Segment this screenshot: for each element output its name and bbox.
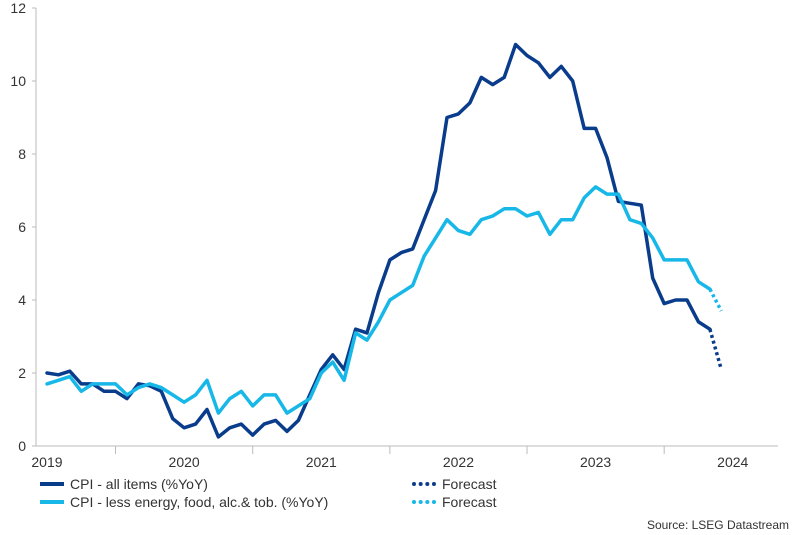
series-line-cpi-all [45, 42, 712, 439]
series-line-cpi-core [45, 185, 712, 415]
legend: CPI - all items (%YoY) Forecast CPI - le… [40, 476, 560, 514]
y-tick-label: 10 [10, 73, 26, 89]
source-note: Source: LSEG Datastream [646, 518, 789, 532]
legend-swatch-cpi-core [40, 500, 64, 504]
y-tick-label: 0 [18, 438, 26, 454]
legend-swatch-forecast-core [412, 500, 436, 504]
y-axis: 0 2 4 6 8 10 12 [10, 0, 37, 454]
x-tick-label: 2021 [306, 454, 337, 470]
legend-item-cpi-core: CPI - less energy, food, alc.& tob. (%Yo… [40, 494, 328, 510]
legend-item-forecast-all: Forecast [412, 476, 496, 492]
x-tick-label: 2024 [717, 454, 748, 470]
x-axis: 2019 2020 2021 2022 2023 2024 [31, 445, 778, 470]
legend-item-forecast-core: Forecast [412, 494, 496, 510]
legend-swatch-forecast-all [412, 482, 436, 486]
series-layer [45, 42, 723, 439]
forecast-line-cpi-all [708, 328, 723, 370]
legend-label-cpi-core: CPI - less energy, food, alc.& tob. (%Yo… [70, 494, 329, 510]
legend-swatch-cpi-all [40, 482, 64, 486]
y-tick-label: 8 [18, 146, 26, 162]
legend-item-cpi-all: CPI - all items (%YoY) [40, 476, 208, 492]
y-tick-label: 4 [18, 292, 26, 308]
y-tick-label: 12 [10, 0, 26, 16]
cpi-line-chart: 0 2 4 6 8 10 12 2019 2020 2021 2022 2023 2024 [10, 0, 778, 470]
x-tick-label: 2023 [580, 454, 611, 470]
legend-label-forecast-all: Forecast [442, 476, 497, 492]
x-tick-label: 2019 [31, 454, 62, 470]
x-tick-label: 2022 [443, 454, 474, 470]
legend-label-forecast-core: Forecast [442, 494, 497, 510]
y-tick-label: 6 [18, 219, 26, 235]
legend-label-cpi-all: CPI - all items (%YoY) [70, 476, 208, 492]
y-tick-label: 2 [18, 365, 26, 381]
x-tick-label: 2020 [169, 454, 200, 470]
forecast-line-cpi-core [708, 288, 723, 312]
